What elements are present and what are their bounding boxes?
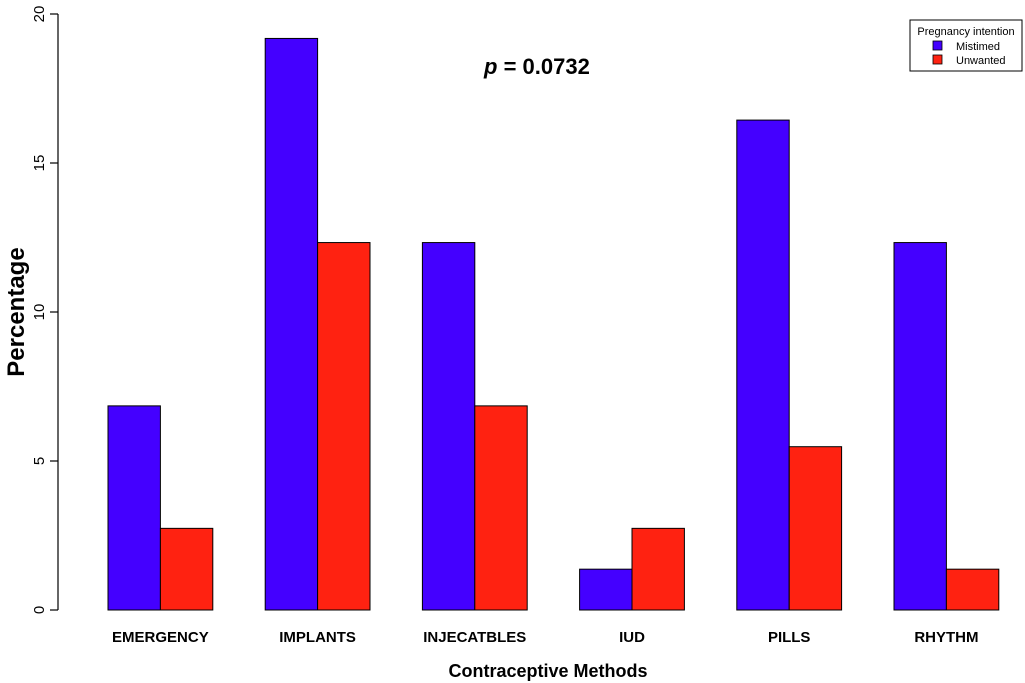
legend-label-mistimed: Mistimed xyxy=(956,41,1000,53)
x-tick-label: EMERGENCY xyxy=(112,629,209,646)
p-value-annotation: p = 0.0732 xyxy=(483,54,590,79)
y-tick-label: 10 xyxy=(31,304,48,321)
legend-swatch-unwanted xyxy=(932,54,943,65)
bar-mistimed-injecatbles xyxy=(421,242,476,611)
y-tick-label: 15 xyxy=(31,155,48,172)
bar-mistimed-pills xyxy=(736,119,790,611)
legend-box xyxy=(909,19,1023,72)
x-tick-label: PILLS xyxy=(768,629,811,646)
bar-unwanted-rhythm xyxy=(945,568,1000,611)
bar-mistimed-rhythm xyxy=(893,242,947,611)
bar-unwanted-emergency xyxy=(159,527,214,611)
bar-unwanted-pills xyxy=(788,446,843,611)
legend: Pregnancy intention Mistimed Unwanted xyxy=(909,19,1023,72)
y-axis-title: Percentage xyxy=(3,247,30,376)
p-symbol: p xyxy=(483,54,497,79)
legend-label-unwanted: Unwanted xyxy=(956,55,1006,67)
x-tick-label: IUD xyxy=(619,629,645,646)
y-tick-label: 20 xyxy=(31,6,48,23)
bar-unwanted-implants xyxy=(317,242,371,611)
bar-mistimed-emergency xyxy=(107,405,161,611)
x-tick-label: INJECATBLES xyxy=(423,629,526,646)
bar-mistimed-implants xyxy=(264,37,319,611)
x-tick-label: IMPLANTS xyxy=(279,629,356,646)
bar-mistimed-iud xyxy=(579,568,633,611)
y-axis: 0 5 10 15 20 xyxy=(31,6,59,614)
bar-unwanted-iud xyxy=(631,527,685,611)
x-axis-labels: EMERGENCY IMPLANTS INJECATBLES IUD PILLS RHYT… xyxy=(112,629,978,646)
legend-title: Pregnancy intention xyxy=(917,26,1014,38)
y-tick-label: 5 xyxy=(31,457,48,465)
x-axis-title: Contraceptive Methods xyxy=(448,661,647,681)
bars xyxy=(107,37,1000,611)
bar-unwanted-injecatbles xyxy=(474,405,528,611)
x-tick-label: RHYTHM xyxy=(914,629,978,646)
legend-swatch-mistimed xyxy=(932,40,943,51)
y-tick-label: 0 xyxy=(31,606,48,614)
p-value-text: = 0.0732 xyxy=(497,54,589,79)
